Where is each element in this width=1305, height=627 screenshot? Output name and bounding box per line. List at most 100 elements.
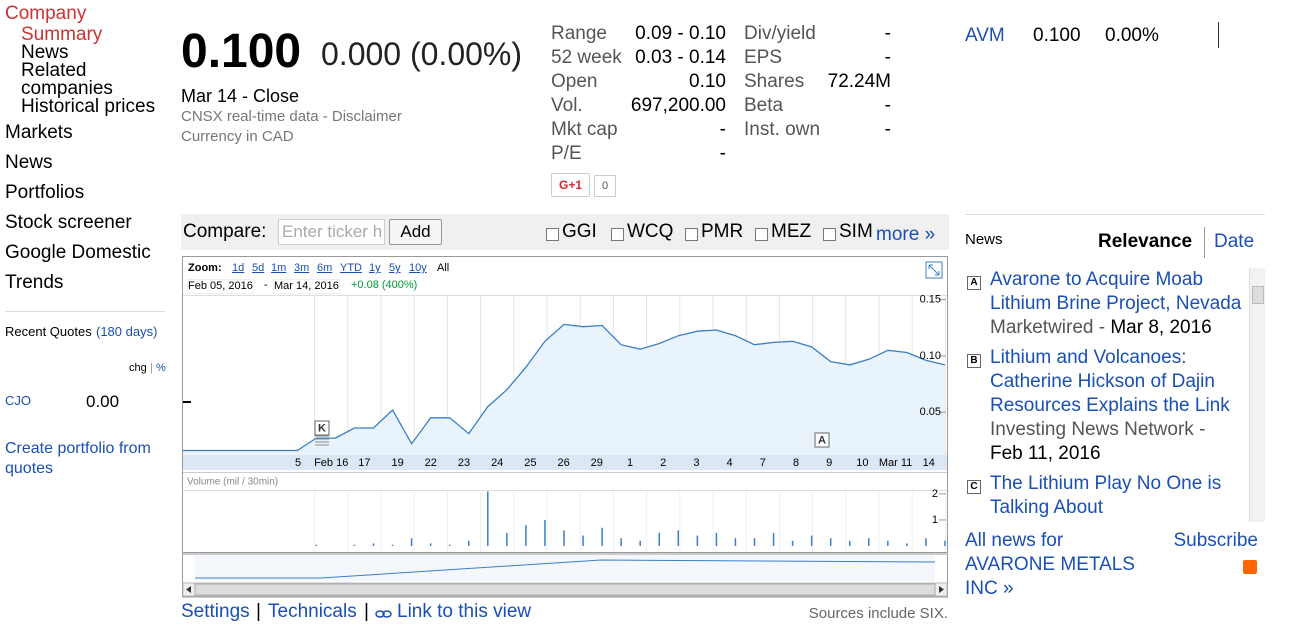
- nav-subitem[interactable]: Summary: [21, 24, 103, 45]
- nav-subitem[interactable]: Historical prices: [21, 96, 156, 117]
- zoom-option[interactable]: 1m: [271, 262, 287, 274]
- news-marker: A: [967, 276, 981, 290]
- nav-subitem[interactable]: Related companies: [21, 60, 113, 99]
- stat-value: -: [719, 143, 726, 164]
- stat-label: Inst. own: [744, 119, 821, 140]
- nav-item[interactable]: News: [5, 152, 53, 173]
- nav-subitem[interactable]: News: [21, 42, 69, 63]
- link-icon: [375, 610, 392, 618]
- y-tick-label: 0.15: [920, 294, 941, 306]
- recent-quotes-period[interactable]: (180 days): [96, 324, 158, 339]
- zoom-option[interactable]: 6m: [317, 262, 333, 274]
- volume-bar: [448, 544, 451, 546]
- compare-checkbox[interactable]: [823, 228, 836, 241]
- volume-bar: [810, 535, 813, 546]
- view-link[interactable]: Link to this view: [397, 601, 532, 622]
- y-tick-label: 2: [932, 488, 938, 500]
- news-list: A Avarone to Acquire Moab Lithium Brine P…: [965, 268, 1249, 522]
- more-link[interactable]: more »: [876, 224, 936, 245]
- recent-quotes-title: Recent Quotes: [5, 324, 92, 339]
- zoom-option[interactable]: 1y: [369, 262, 381, 274]
- ticker-input[interactable]: Enter ticker h: [278, 219, 385, 245]
- compare-ticker: WCQ: [627, 221, 674, 242]
- stat-value: -: [884, 23, 891, 44]
- compare-checkbox[interactable]: [755, 228, 768, 241]
- news-headline[interactable]: Avarone to Acquire Moab Lithium Brine Pr…: [990, 269, 1242, 314]
- x-tick-label: 19: [391, 457, 403, 469]
- nav-item[interactable]: Stock screener: [5, 212, 132, 233]
- nav-item[interactable]: Portfolios: [5, 182, 85, 203]
- nav-scroll-thumb[interactable]: [194, 583, 936, 596]
- nav-item[interactable]: Markets: [5, 122, 73, 143]
- compare-checkbox[interactable]: [611, 228, 624, 241]
- ticker-box-item[interactable]: AVM: [965, 25, 1005, 46]
- navigator-selection: [195, 555, 935, 581]
- x-tick-label: Feb 16: [314, 457, 348, 469]
- x-tick-label: 5: [295, 457, 301, 469]
- rss-icon[interactable]: [1243, 560, 1257, 574]
- add-button[interactable]: Add: [389, 219, 442, 245]
- range-change: +0.08 (400%): [351, 279, 418, 291]
- zoom-option[interactable]: 5d: [252, 262, 265, 274]
- pct-label[interactable]: %: [156, 362, 166, 374]
- compare-ticker: SIM: [839, 221, 873, 242]
- gplus-count: 0: [594, 175, 616, 197]
- zoom-icon-arrow: [928, 264, 940, 276]
- stat-value: 697,200.00: [630, 95, 726, 116]
- y-tick-label: 1: [932, 514, 938, 526]
- volume-bar: [544, 519, 546, 546]
- compare-ticker: MEZ: [771, 221, 812, 242]
- compare-checkbox[interactable]: [685, 228, 698, 241]
- event-marker-label: K: [318, 422, 326, 434]
- zoom-option[interactable]: 3m: [294, 262, 310, 274]
- volume-bar: [506, 532, 508, 546]
- footer-sep: |: [256, 601, 261, 622]
- compare-checkbox[interactable]: [546, 228, 559, 241]
- x-tick-label: 29: [591, 457, 603, 469]
- quote-symbol[interactable]: CJO: [5, 393, 31, 408]
- volume-bar: [601, 527, 603, 546]
- x-tick-label: 9: [826, 457, 832, 469]
- zoom-option[interactable]: 5y: [389, 262, 401, 274]
- technicals-link[interactable]: Technicals: [268, 601, 357, 622]
- create-portfolio[interactable]: Create portfolio from quotes: [5, 440, 151, 477]
- x-tick-label: 23: [458, 457, 470, 469]
- subscribe-link[interactable]: Subscribe: [1173, 530, 1259, 551]
- event-marker: [314, 420, 330, 436]
- stat-label: Mkt cap: [551, 119, 618, 140]
- nav-arrow-right[interactable]: [939, 586, 944, 593]
- x-tick-label: 2: [660, 457, 666, 469]
- news-scroll[interactable]: [1249, 268, 1265, 522]
- volume-bar: [563, 530, 565, 546]
- scroll-thumb[interactable]: [1252, 286, 1264, 304]
- volume-bar: [906, 543, 908, 546]
- news-source: Marketwired -: [990, 317, 1106, 338]
- volume-bar: [353, 544, 356, 546]
- sort-relevance[interactable]: Relevance: [1098, 231, 1193, 252]
- all-news-link[interactable]: All news for AVARONE METALS INC »: [965, 530, 1135, 599]
- sort-date[interactable]: Date: [1214, 231, 1255, 252]
- nav-company[interactable]: Company: [5, 3, 87, 24]
- volume-rule: [183, 472, 947, 473]
- zoom-option[interactable]: 1d: [232, 262, 245, 274]
- gplus-button[interactable]: G+1: [551, 173, 590, 197]
- volume-bar: [525, 525, 527, 546]
- zoom-option[interactable]: 10y: [409, 262, 427, 274]
- x-tick-label: 22: [425, 457, 437, 469]
- volume-bar: [734, 538, 737, 546]
- news-headline[interactable]: The Lithium Play No One is Talking About: [990, 473, 1222, 518]
- x-tick-label: 26: [557, 457, 569, 469]
- volume-bar: [620, 538, 622, 546]
- settings-link[interactable]: Settings: [181, 601, 250, 622]
- volume-bar: [715, 532, 718, 546]
- footer-sep: |: [364, 601, 369, 622]
- volume-bar: [696, 535, 699, 546]
- zoom-option[interactable]: YTD: [340, 262, 362, 274]
- x-tick-label: 4: [727, 457, 733, 469]
- nav-item[interactable]: Google Domestic Trends: [5, 242, 151, 293]
- x-tick-label: 17: [358, 457, 370, 469]
- compare-ticker: PMR: [701, 221, 744, 242]
- nav-arrow-left[interactable]: [186, 586, 191, 593]
- news-headline[interactable]: Lithium and Volcanoes: Catherine Hickson…: [990, 347, 1230, 416]
- data-source: CNSX real-time data - Disclaimer: [181, 108, 402, 125]
